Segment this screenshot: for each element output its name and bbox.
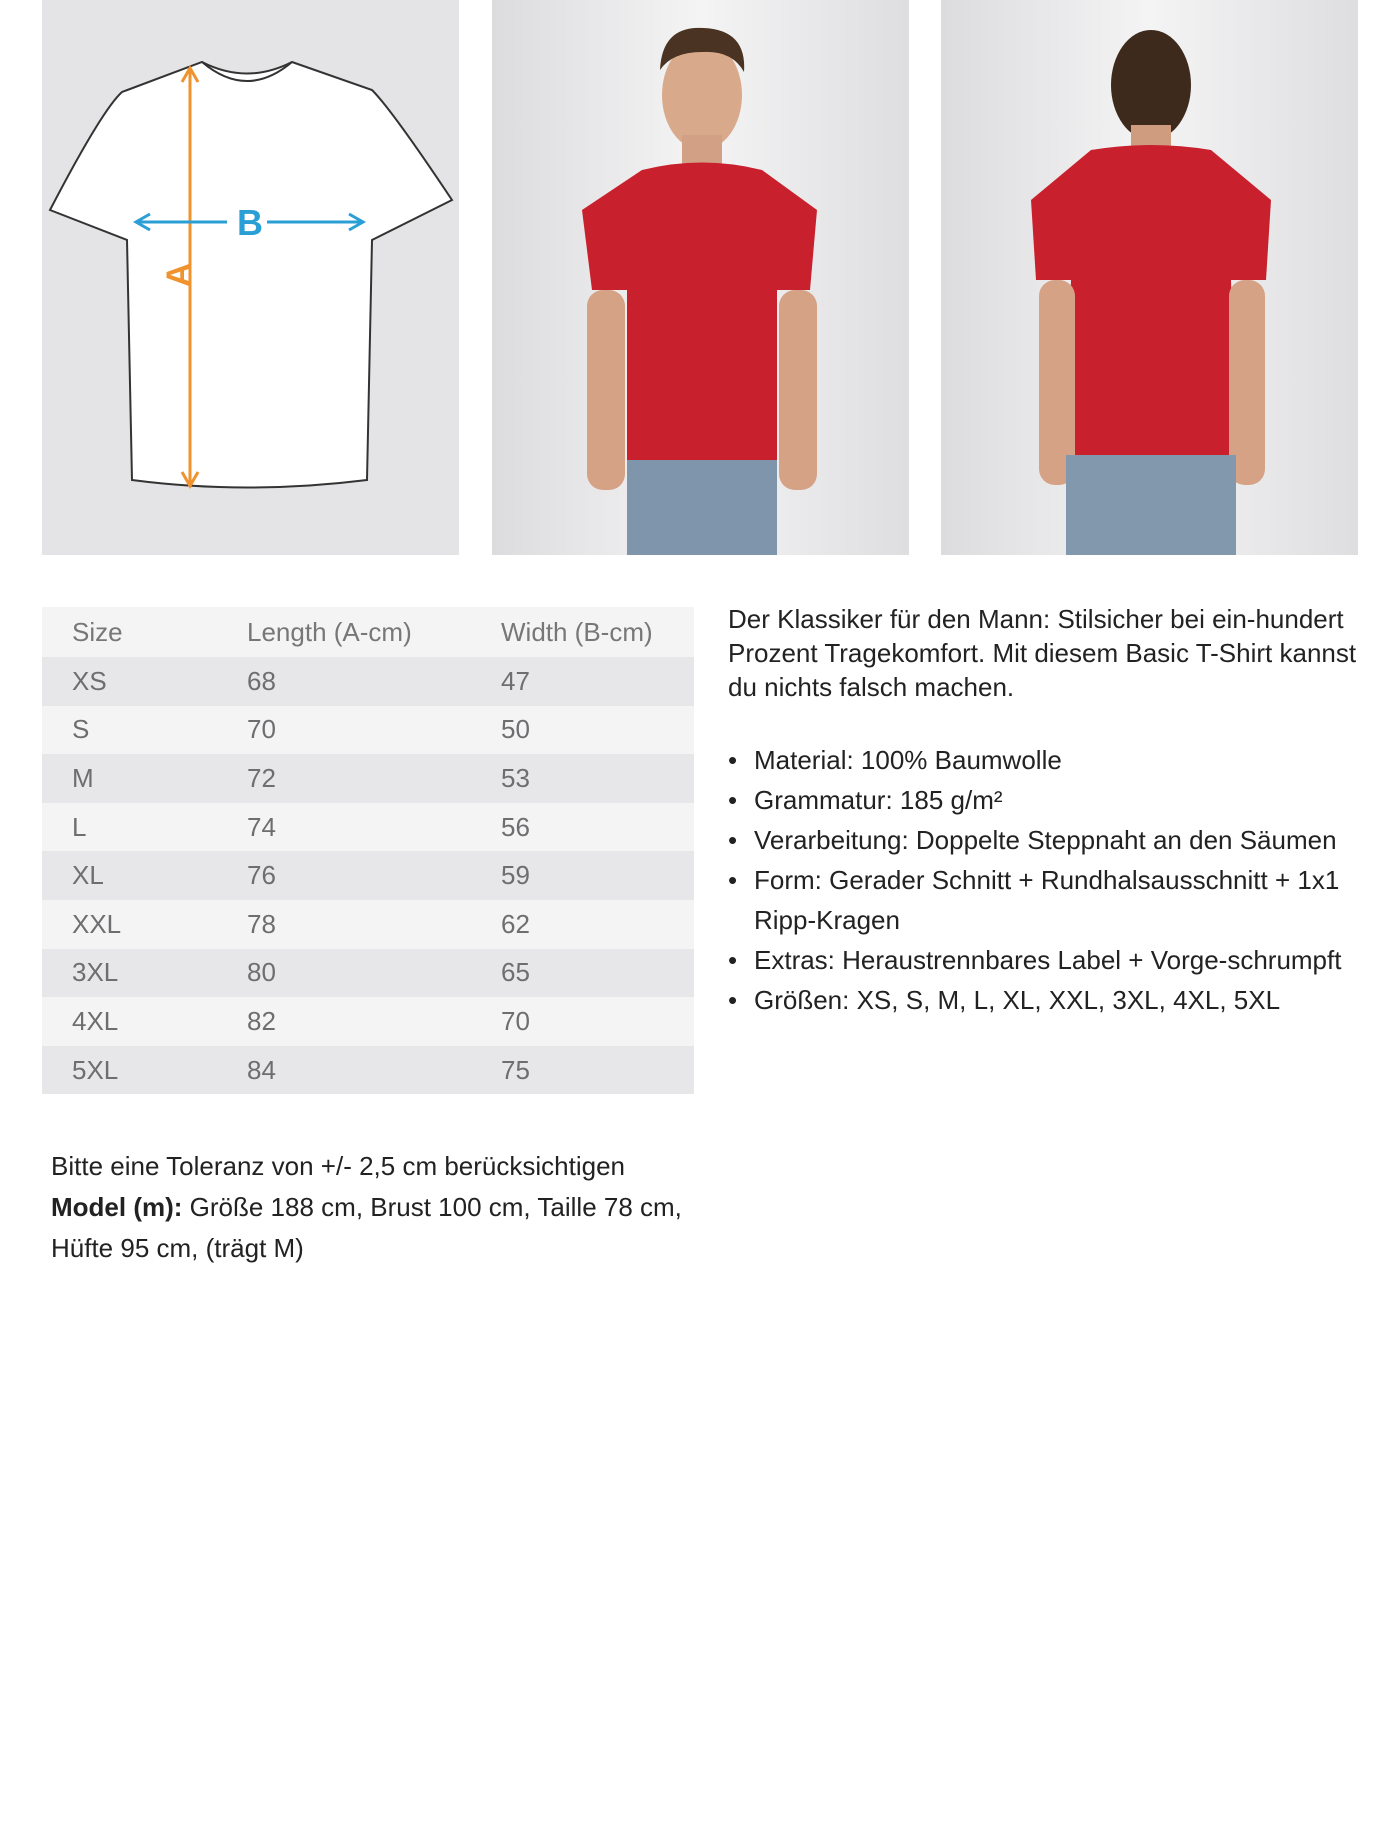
list-item: • Grammatur: 185 g/m²: [728, 780, 1388, 820]
cell-length: 82: [247, 997, 501, 1046]
cell-width: 62: [501, 899, 694, 949]
cell-length: 72: [247, 754, 501, 803]
bullet-icon: •: [728, 985, 738, 1015]
list-item-text: Grammatur: 185 g/m²: [754, 785, 1003, 815]
cell-size: XXL: [42, 899, 247, 949]
model-back-photo: [941, 0, 1358, 555]
table-row: S 70 50: [42, 705, 694, 755]
list-item-text: Material: 100% Baumwolle: [754, 745, 1062, 775]
cell-width: 53: [501, 754, 694, 803]
list-item-text: Verarbeitung: Doppelte Steppnaht an den …: [754, 825, 1337, 855]
cell-width: 56: [501, 802, 694, 852]
cell-length: 80: [247, 948, 501, 998]
product-description: Der Klassiker für den Mann: Stilsicher b…: [728, 604, 1357, 702]
table-row: XS 68 47: [42, 657, 694, 706]
bullet-icon: •: [728, 865, 738, 895]
tshirt-outline-icon: A B: [48, 60, 454, 490]
list-item: • Form: Gerader Schnitt + Rundhalsausschn…: [728, 860, 1388, 940]
cell-size: L: [42, 802, 247, 852]
bullet-icon: •: [728, 785, 738, 815]
tolerance-note: Bitte eine Toleranz von +/- 2,5 cm berüc…: [51, 1151, 625, 1181]
cell-size: XS: [42, 657, 247, 706]
header-length: Length (A-cm): [247, 607, 501, 657]
cell-size: XL: [42, 851, 247, 900]
cell-width: 59: [501, 851, 694, 900]
table-row: 3XL 80 65: [42, 948, 694, 998]
cell-length: 68: [247, 657, 501, 706]
table-row: M 72 53: [42, 754, 694, 803]
header-size: Size: [42, 607, 247, 657]
list-item: • Extras: Heraustrennbares Label + Vorge-…: [728, 940, 1388, 980]
size-note: Bitte eine Toleranz von +/- 2,5 cm berüc…: [51, 1146, 731, 1269]
label-b: B: [237, 202, 263, 243]
cell-width: 65: [501, 948, 694, 998]
cell-length: 76: [247, 851, 501, 900]
table-row: 5XL 84 75: [42, 1045, 694, 1095]
model-info: Model (m): Größe 188 cm, Brust 100 cm, T…: [51, 1187, 731, 1269]
bullet-icon: •: [728, 825, 738, 855]
cell-length: 74: [247, 802, 501, 852]
cell-length: 70: [247, 705, 501, 755]
cell-width: 47: [501, 657, 694, 706]
list-item-text: Form: Gerader Schnitt + Rundhalsausschni…: [754, 865, 1340, 935]
header-width: Width (B-cm): [501, 607, 694, 657]
cell-width: 75: [501, 1045, 694, 1095]
size-table: Size Length (A-cm) Width (B-cm) XS 68 47 S 7…: [42, 607, 694, 1095]
model-text: Größe 188 cm, Brust 100 cm, Taille 78 cm…: [51, 1192, 682, 1263]
table-header-row: Size Length (A-cm) Width (B-cm): [42, 607, 694, 657]
cell-length: 78: [247, 899, 501, 949]
model-front-photo: [492, 0, 909, 555]
list-item: • Material: 100% Baumwolle: [728, 740, 1388, 780]
list-item: • Verarbeitung: Doppelte Steppnaht an den…: [728, 820, 1388, 860]
table-row: XL 76 59: [42, 851, 694, 900]
list-item: • Größen: XS, S, M, L, XL, XXL, 3XL, 4XL,…: [728, 980, 1388, 1020]
bullet-icon: •: [728, 945, 738, 975]
model-label: Model (m):: [51, 1192, 183, 1222]
size-diagram: A B: [42, 0, 459, 555]
cell-size: M: [42, 754, 247, 803]
table-row: L 74 56: [42, 802, 694, 852]
list-item-text: Größen: XS, S, M, L, XL, XXL, 3XL, 4XL, …: [754, 985, 1281, 1015]
cell-size: 3XL: [42, 948, 247, 998]
label-a: A: [160, 263, 198, 288]
cell-length: 84: [247, 1045, 501, 1095]
cell-size: S: [42, 705, 247, 755]
cell-width: 70: [501, 997, 694, 1046]
table-row: XXL 78 62: [42, 899, 694, 949]
table-row: 4XL 82 70: [42, 997, 694, 1046]
cell-width: 50: [501, 705, 694, 755]
cell-size: 5XL: [42, 1045, 247, 1095]
bullet-icon: •: [728, 745, 738, 775]
cell-size: 4XL: [42, 997, 247, 1046]
list-item-text: Extras: Heraustrennbares Label + Vorge-s…: [754, 945, 1342, 975]
feature-list: • Material: 100% Baumwolle • Grammatur: 185…: [728, 740, 1388, 1020]
